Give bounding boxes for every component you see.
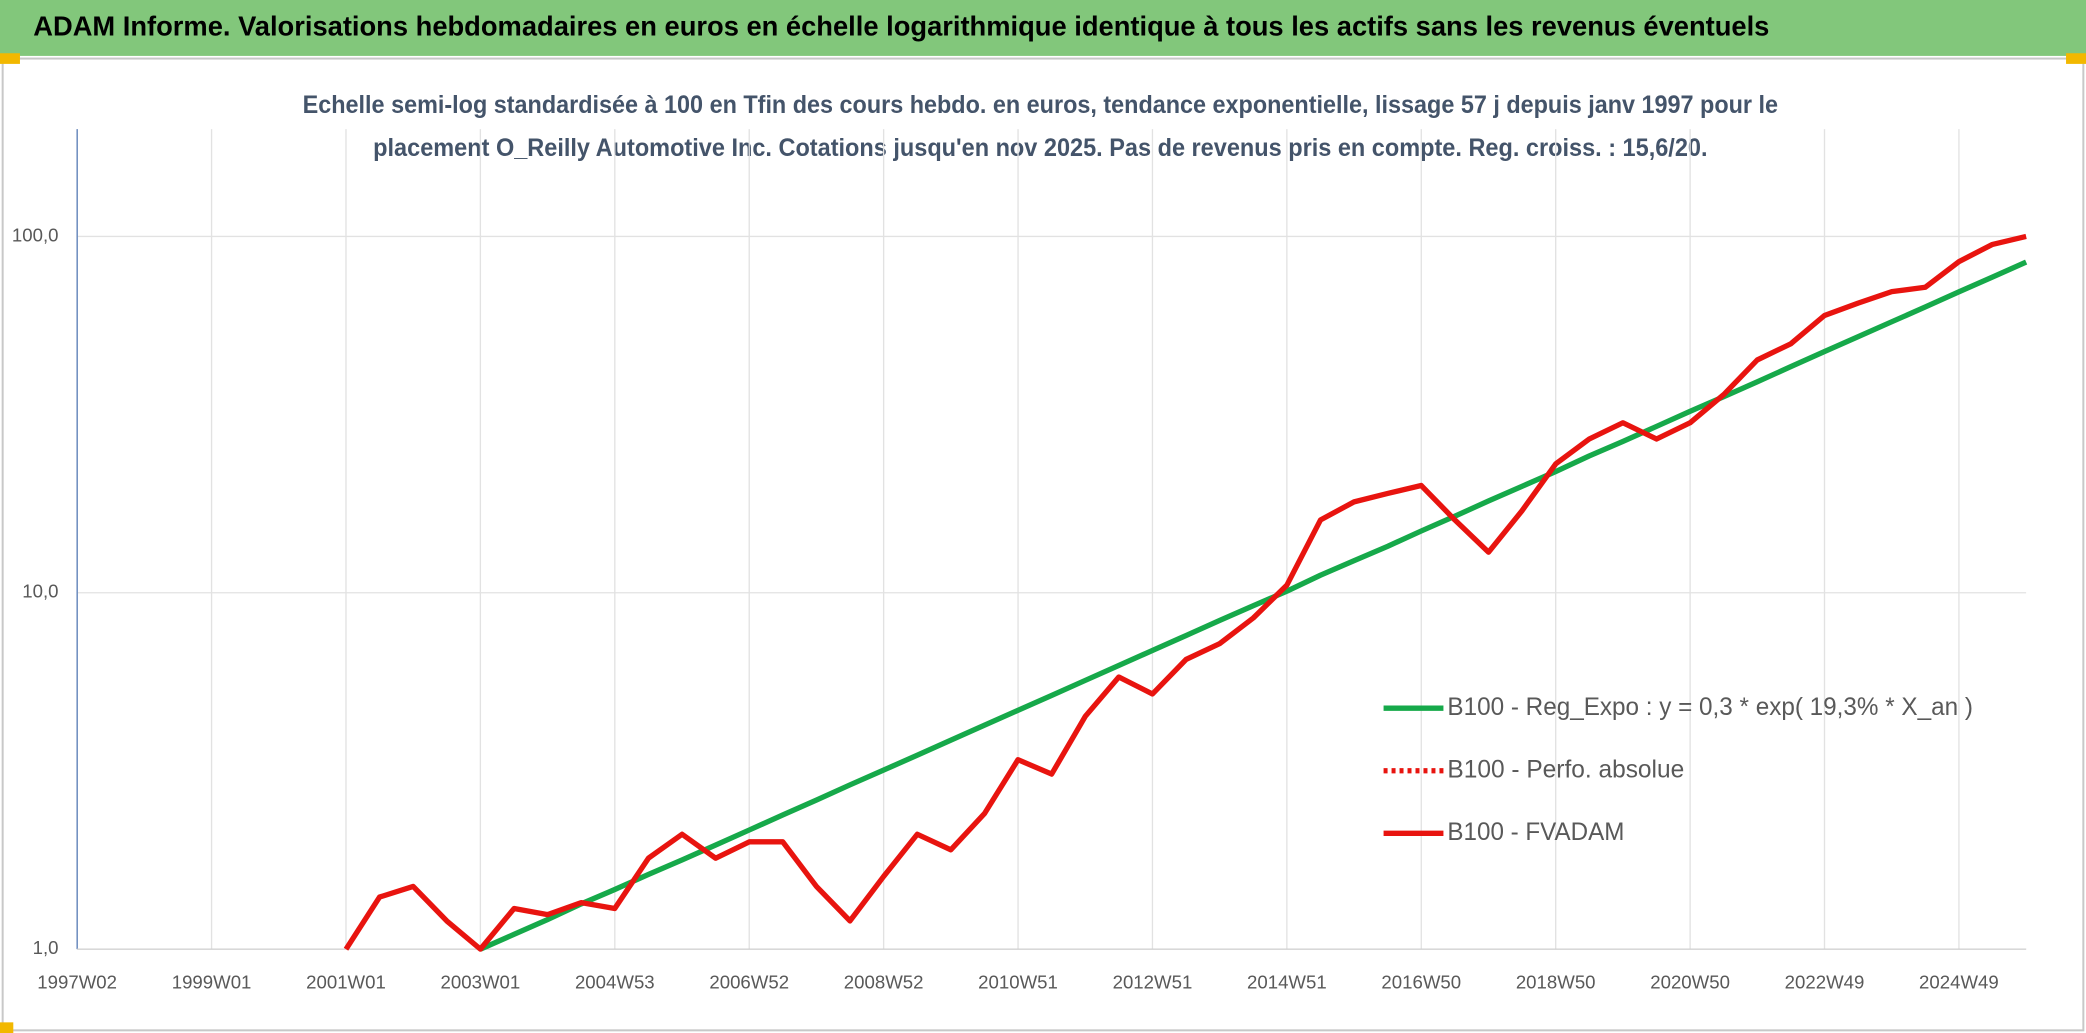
y-tick-label: 1,0: [33, 937, 59, 958]
corner: [2066, 53, 2086, 64]
series-line: [343, 233, 2027, 952]
corner: [0, 53, 20, 64]
x-tick-label: 2010W51: [978, 972, 1058, 993]
x-tick-label: 2012W51: [1113, 972, 1193, 993]
x-tick-label: 2020W50: [1650, 972, 1730, 993]
legend-label: B100 - FVADAM: [1447, 818, 1624, 846]
header-band: [0, 0, 2086, 56]
x-tick-label: 2006W52: [709, 972, 789, 993]
x-tick-label: 1999W01: [172, 972, 252, 993]
legend: B100 - Reg_Expo : y = 0,3 * exp( 19,3% *…: [1383, 693, 1973, 846]
x-tick-label: 2004W53: [575, 972, 655, 993]
x-tick-label: 2024W49: [1919, 972, 1999, 993]
y-tick-label: 10,0: [22, 581, 58, 602]
x-tick-label: 2022W49: [1785, 972, 1865, 993]
chart-subtitle: placement O_Reilly Automotive Inc. Cotat…: [373, 134, 1707, 162]
chart-subtitle: Echelle semi-log standardisée à 100 en T…: [303, 91, 1778, 119]
legend-label: B100 - Reg_Expo : y = 0,3 * exp( 19,3% *…: [1447, 693, 1972, 721]
panel-border: [1, 57, 2085, 1032]
x-tick-label: 2018W50: [1516, 972, 1596, 993]
x-tick-label: 2001W01: [306, 972, 386, 993]
y-tick-label: 100,0: [12, 224, 59, 245]
plot: [343, 233, 2028, 952]
corner: [0, 1022, 14, 1033]
x-tick-label: 1997W02: [37, 972, 117, 993]
legend-label: B100 - Perfo. absolue: [1447, 755, 1684, 783]
chart-title: ADAM Informe. Valorisations hebdomadaire…: [33, 10, 1769, 41]
x-tick-label: 2016W50: [1381, 972, 1461, 993]
x-tick-label: 2003W01: [441, 972, 521, 993]
x-tick-label: 2014W51: [1247, 972, 1327, 993]
series-line: [479, 259, 2028, 952]
x-tick-label: 2008W52: [844, 972, 924, 993]
grid: 1997W02 1999W01 2001W01 2003W01 2004W53 2006W…: [12, 129, 2027, 993]
